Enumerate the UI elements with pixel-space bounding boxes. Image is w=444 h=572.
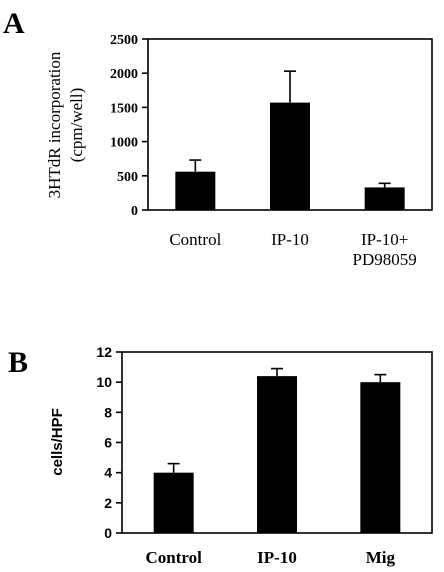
chart-b-bar [153, 472, 194, 533]
chart-a-y-tick-label: 1000 [110, 136, 138, 151]
chart-b-y-tick-label: 8 [104, 404, 112, 420]
chart-b-category-label: IP-10 [257, 548, 297, 567]
chart-a-y-tick-label: 2000 [110, 67, 138, 82]
chart-a-bar [270, 102, 310, 210]
chart-b-category-label: Control [145, 548, 202, 567]
chart-a-category-label: Control [169, 230, 221, 249]
chart-a-y-axis-label: (cpm/well) [67, 88, 86, 163]
chart-b-bar [360, 382, 401, 533]
chart-b-y-tick-label: 10 [96, 374, 112, 390]
chart-a-y-tick-label: 2500 [110, 33, 138, 48]
chart-a-y-tick-label: 1500 [110, 101, 138, 116]
chart-a-category-label: IP-10+ [361, 230, 408, 249]
chart-a: 0 500 1000 1500 2000 2500 Control IP-10 IP-10+PD… [45, 33, 433, 269]
chart-b-y-tick-label: 6 [104, 435, 112, 451]
chart-b-y-axis-label: cells/HPF [49, 408, 66, 476]
chart-b-bar [257, 376, 297, 533]
chart-a-y-tick-label: 500 [117, 170, 138, 185]
chart-a-category-label: IP-10 [271, 230, 309, 249]
chart-a-y-axis-label: 3HTdR incorporation [45, 51, 64, 198]
chart-b-y-tick-label: 12 [96, 344, 112, 360]
chart-b-category-label: Mig [366, 548, 396, 567]
chart-a-category-label: PD98059 [353, 250, 417, 269]
chart-a-bar [364, 187, 405, 210]
chart-a-bar [175, 171, 216, 210]
panel-letter-b: B [8, 346, 28, 379]
chart-a-y-tick-label: 0 [131, 204, 138, 219]
chart-b-y-tick-label: 4 [104, 465, 112, 481]
chart-b: 0 2 4 6 8 10 12 Control IP-10 Mig cells/HPF [49, 344, 433, 567]
panel-letter-a: A [3, 7, 25, 40]
chart-b-y-tick-label: 2 [104, 495, 112, 511]
chart-b-y-tick-label: 0 [104, 525, 112, 541]
